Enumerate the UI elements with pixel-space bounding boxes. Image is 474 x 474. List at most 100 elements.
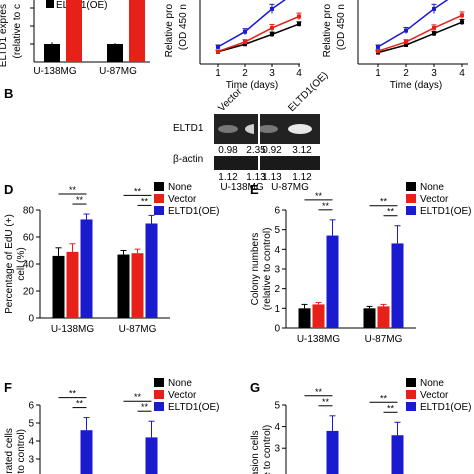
growth-left-xtick: 1 — [215, 68, 221, 79]
growth-right-xtick: 1 — [375, 68, 381, 79]
growth-point — [376, 49, 380, 54]
panel-label-e: E — [250, 182, 259, 197]
actin-value: 1.12 — [292, 172, 312, 183]
blot-label-eltd1: ELTD1 — [173, 123, 204, 134]
bar-ytick-label: 1 — [274, 304, 280, 315]
panel-label-g: G — [250, 380, 260, 395]
actin-value: 1.13 — [262, 172, 282, 183]
bar-ylabel: nvasion cells — [250, 430, 261, 474]
growth-right-ylabel-1: Relative pro — [322, 4, 333, 58]
eltd1-value: 2.35 — [246, 145, 266, 156]
legend-label: None — [420, 378, 444, 389]
sig-label: ** — [76, 399, 84, 409]
growth-point — [270, 25, 274, 30]
legend-label: ELTD1(OE) — [420, 402, 472, 413]
growth-point — [460, 13, 464, 18]
lane-label-oe-1: ELTD1(OE) — [286, 70, 330, 114]
bar — [117, 254, 130, 318]
growth-right-xtick: 4 — [459, 68, 465, 79]
growth-left-xtick: 3 — [269, 68, 275, 79]
sig-label: ** — [141, 196, 149, 206]
sig-label: ** — [76, 195, 84, 205]
panel-a-bar-none — [107, 44, 123, 62]
band — [288, 124, 312, 134]
growth-left-xtick: 4 — [296, 68, 302, 79]
bar-ytick-label: 20 — [23, 287, 35, 298]
bar-ytick-label: 40 — [23, 260, 35, 271]
legend-swatch — [154, 194, 164, 203]
legend-swatch — [154, 378, 164, 387]
legend-swatch — [154, 402, 164, 411]
bar-ytick-label: 6 — [274, 206, 280, 217]
bar — [326, 235, 339, 328]
band — [258, 125, 278, 133]
panel-a-ylabel-1: ELTD1 expres — [0, 4, 9, 67]
bar-ylabel: Percentage of EdU (+) — [4, 214, 15, 314]
panel-f-chart: migrated cells ive to control)6543*******… — [4, 378, 220, 474]
bar — [52, 255, 65, 318]
legend-label: Vector — [420, 390, 449, 401]
growth-right-xtick: 3 — [431, 68, 437, 79]
sig-label: ** — [315, 191, 323, 201]
growth-point — [432, 31, 436, 36]
bar — [326, 430, 339, 474]
legend-label: Vector — [420, 194, 449, 205]
panel-a: ELTD1 expres (relative to c ELTD1(OE) U-… — [0, 0, 150, 77]
growth-point — [404, 43, 408, 47]
sig-label: ** — [380, 393, 388, 403]
legend-swatch — [154, 206, 164, 215]
bar-ytick-label: 6 — [28, 401, 34, 412]
bar-ylabel: (relative to control) — [262, 228, 273, 311]
bar-ylabel: migrated cells — [4, 428, 15, 474]
growth-point — [270, 32, 274, 37]
actin-value: 1.13 — [246, 172, 266, 183]
growth-point — [376, 44, 380, 49]
sig-label: ** — [380, 197, 388, 207]
legend-label: None — [168, 182, 192, 193]
bar — [131, 253, 144, 318]
growth-series-line — [217, 15, 300, 53]
panel-a-legend-swatch — [46, 0, 54, 8]
band — [218, 125, 238, 133]
bar — [80, 219, 93, 318]
growth-left-ylabel-2: (OD 450 n — [178, 4, 189, 50]
bar — [298, 308, 311, 328]
sig-label: ** — [387, 207, 395, 217]
legend-swatch — [406, 206, 416, 215]
bar-ytick-label: 5 — [274, 401, 280, 412]
panel-c-left: Relative pro (OD 450 n 1 2 3 4 Time (day… — [164, 0, 302, 91]
bar-category-label: U-138MG — [51, 324, 95, 335]
growth-point — [297, 14, 301, 19]
cell-line-label: U-87MG — [271, 182, 309, 193]
panel-b: B Vector ELTD1(OE) ELTD1 β-actin 0.98 2.… — [4, 70, 331, 193]
bar-ytick-label: 4 — [274, 422, 280, 433]
bar-ytick-label: 80 — [23, 206, 35, 217]
panel-e-chart: Colony numbers (relative to control) 0 1 2 3 4… — [250, 182, 472, 345]
panel-a-bar-none — [44, 44, 60, 62]
legend-swatch — [406, 402, 416, 411]
bar-ytick-label: 3 — [28, 455, 34, 466]
sig-label: ** — [387, 403, 395, 413]
bar-ytick-label: 0 — [28, 314, 34, 325]
legend-swatch — [406, 390, 416, 399]
growth-point — [404, 39, 408, 44]
legend-label: Vector — [168, 390, 197, 401]
panel-label-b: B — [4, 86, 13, 101]
growth-point — [432, 25, 436, 30]
cell-line-label: U-138MG — [220, 182, 264, 193]
growth-left-plot — [215, 0, 302, 67]
bar-ytick-label: 5 — [274, 225, 280, 236]
bar — [377, 306, 390, 328]
growth-point — [297, 22, 301, 27]
growth-series-line — [377, 0, 449, 48]
blot-divider — [258, 114, 260, 144]
growth-point — [432, 6, 436, 11]
growth-left-xlabel: Time (days) — [226, 80, 278, 91]
bar — [80, 430, 93, 474]
panel-a-bars — [44, 0, 145, 62]
growth-right-plot — [375, 0, 465, 67]
bar — [312, 304, 325, 328]
panel-a-bar-oe — [66, 0, 82, 62]
panel-c-right: Relative pro (OD 450 n 1 2 3 4 Time (day… — [322, 0, 468, 91]
